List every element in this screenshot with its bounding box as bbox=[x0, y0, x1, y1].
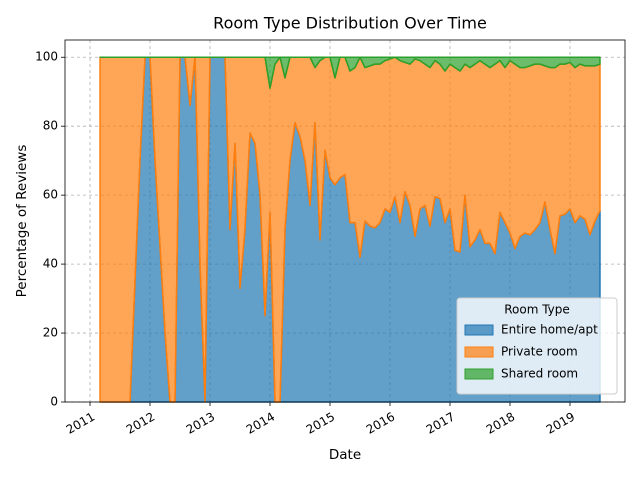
y-axis-label: Percentage of Reviews bbox=[14, 145, 30, 298]
x-tick-label: 2015 bbox=[304, 410, 337, 437]
legend-swatch bbox=[464, 368, 494, 380]
legend-box bbox=[456, 297, 618, 395]
x-axis-label: Date bbox=[329, 447, 361, 463]
y-tick-label: 40 bbox=[43, 257, 58, 271]
y-tick-label: 80 bbox=[43, 119, 58, 133]
y-tick-label: 60 bbox=[43, 188, 58, 202]
y-tick-label: 0 bbox=[50, 395, 58, 409]
chart-title: Room Type Distribution Over Time bbox=[213, 14, 487, 33]
legend: Room Type Entire home/apt Private room Shar… bbox=[456, 297, 618, 395]
legend-title: Room Type bbox=[504, 303, 570, 317]
legend-swatch bbox=[464, 324, 494, 336]
x-tick-label: 2012 bbox=[124, 410, 157, 437]
x-tick-label: 2018 bbox=[484, 410, 517, 437]
x-tick-label: 2011 bbox=[64, 410, 97, 437]
y-tick-label: 100 bbox=[35, 50, 58, 64]
x-tick-label: 2017 bbox=[424, 410, 457, 437]
legend-label: Shared room bbox=[501, 367, 578, 381]
area bbox=[99, 56, 601, 90]
x-tick-label: 2019 bbox=[544, 410, 577, 437]
plot-frame bbox=[64, 39, 626, 403]
x-tick-label: 2014 bbox=[244, 410, 277, 437]
x-tick-label: 2013 bbox=[184, 410, 217, 437]
legend-label: Private room bbox=[501, 345, 578, 359]
x-tick-label: 2016 bbox=[364, 410, 397, 437]
y-tick-label: 20 bbox=[43, 326, 58, 340]
legend-label: Entire home/apt bbox=[501, 323, 598, 337]
legend-swatch bbox=[464, 346, 494, 358]
